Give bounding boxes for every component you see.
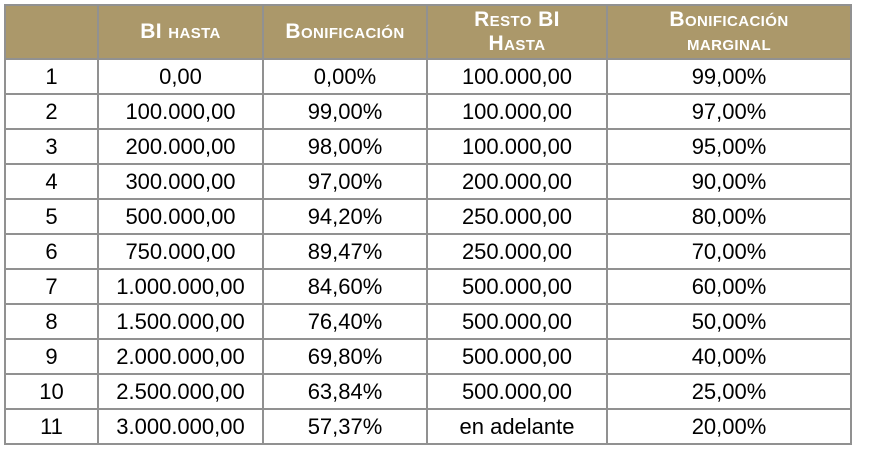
table-cell-resto_bi_hasta: 500.000,00 [426, 303, 608, 340]
table-row: 2 100.000,00 99,00% 100.000,00 97,00% [4, 93, 852, 130]
table-cell-resto_bi_hasta: 100.000,00 [426, 128, 608, 165]
table-cell-index: 7 [4, 268, 99, 305]
header-row: BI hasta Bonificación Resto BI Hasta Bon… [4, 4, 852, 60]
table-row: 6 750.000,00 89,47% 250.000,00 70,00% [4, 233, 852, 270]
table-cell-bi_hasta: 0,00 [97, 58, 264, 95]
table-cell-bi_hasta: 500.000,00 [97, 198, 264, 235]
table-row: 5 500.000,00 94,20% 250.000,00 80,00% [4, 198, 852, 235]
table-cell-index: 11 [4, 408, 99, 445]
table-cell-index: 9 [4, 338, 99, 375]
table-cell-index: 2 [4, 93, 99, 130]
table-cell-bi_hasta: 2.000.000,00 [97, 338, 264, 375]
table-cell-bonificacion: 84,60% [262, 268, 428, 305]
table-cell-bonificacion_marginal: 60,00% [606, 268, 852, 305]
table-cell-index: 3 [4, 128, 99, 165]
table-cell-bonificacion: 0,00% [262, 58, 428, 95]
table-cell-bonificacion: 89,47% [262, 233, 428, 270]
table-row: 3 200.000,00 98,00% 100.000,00 95,00% [4, 128, 852, 165]
table-cell-resto_bi_hasta: en adelante [426, 408, 608, 445]
table-cell-resto_bi_hasta: 200.000,00 [426, 163, 608, 200]
table-cell-index: 5 [4, 198, 99, 235]
table-header: BI hasta Bonificación Resto BI Hasta Bon… [4, 4, 852, 60]
table-row: 10 2.500.000,00 63,84% 500.000,00 25,00% [4, 373, 852, 410]
table-cell-bonificacion: 97,00% [262, 163, 428, 200]
table-row: 4 300.000,00 97,00% 200.000,00 90,00% [4, 163, 852, 200]
table-cell-bonificacion_marginal: 95,00% [606, 128, 852, 165]
table-cell-bonificacion_marginal: 99,00% [606, 58, 852, 95]
table-cell-bi_hasta: 750.000,00 [97, 233, 264, 270]
table-cell-index: 10 [4, 373, 99, 410]
table-cell-bonificacion_marginal: 97,00% [606, 93, 852, 130]
table-cell-bonificacion_marginal: 40,00% [606, 338, 852, 375]
table-cell-bi_hasta: 300.000,00 [97, 163, 264, 200]
table-cell-resto_bi_hasta: 250.000,00 [426, 233, 608, 270]
table-row: 11 3.000.000,00 57,37% en adelante 20,00% [4, 408, 852, 445]
table-cell-index: 1 [4, 58, 99, 95]
table-cell-bonificacion: 98,00% [262, 128, 428, 165]
table-row: 1 0,00 0,00% 100.000,00 99,00% [4, 58, 852, 95]
table-cell-index: 8 [4, 303, 99, 340]
table-cell-bi_hasta: 2.500.000,00 [97, 373, 264, 410]
table-cell-resto_bi_hasta: 250.000,00 [426, 198, 608, 235]
table-cell-bonificacion_marginal: 20,00% [606, 408, 852, 445]
table-cell-bonificacion: 99,00% [262, 93, 428, 130]
header-cell-bonificacion: Bonificación [262, 4, 428, 60]
table-cell-bonificacion: 63,84% [262, 373, 428, 410]
table-cell-bi_hasta: 3.000.000,00 [97, 408, 264, 445]
table-cell-bonificacion: 94,20% [262, 198, 428, 235]
table-cell-bonificacion_marginal: 70,00% [606, 233, 852, 270]
table-cell-bi_hasta: 1.000.000,00 [97, 268, 264, 305]
table-cell-bonificacion_marginal: 25,00% [606, 373, 852, 410]
table-cell-index: 6 [4, 233, 99, 270]
header-cell-resto-bi-hasta: Resto BI Hasta [426, 4, 608, 60]
page-root: BI hasta Bonificación Resto BI Hasta Bon… [4, 4, 852, 445]
table-cell-resto_bi_hasta: 500.000,00 [426, 338, 608, 375]
header-cell-bonificacion-marginal: Bonificación marginal [606, 4, 852, 60]
table-cell-index: 4 [4, 163, 99, 200]
table-cell-bonificacion: 69,80% [262, 338, 428, 375]
table-cell-resto_bi_hasta: 500.000,00 [426, 268, 608, 305]
table-cell-resto_bi_hasta: 500.000,00 [426, 373, 608, 410]
table-row: 7 1.000.000,00 84,60% 500.000,00 60,00% [4, 268, 852, 305]
table-cell-bonificacion: 76,40% [262, 303, 428, 340]
header-cell-index [4, 4, 99, 60]
table-cell-resto_bi_hasta: 100.000,00 [426, 93, 608, 130]
table-cell-bonificacion_marginal: 50,00% [606, 303, 852, 340]
table-body: 1 0,00 0,00% 100.000,00 99,00% 2 100.000,00 99,… [4, 58, 852, 445]
header-cell-bi-hasta: BI hasta [97, 4, 264, 60]
table-cell-resto_bi_hasta: 100.000,00 [426, 58, 608, 95]
table-cell-bonificacion_marginal: 80,00% [606, 198, 852, 235]
table-row: 9 2.000.000,00 69,80% 500.000,00 40,00% [4, 338, 852, 375]
table-cell-bonificacion: 57,37% [262, 408, 428, 445]
table-cell-bi_hasta: 200.000,00 [97, 128, 264, 165]
table-cell-bi_hasta: 100.000,00 [97, 93, 264, 130]
table-row: 8 1.500.000,00 76,40% 500.000,00 50,00% [4, 303, 852, 340]
table-cell-bi_hasta: 1.500.000,00 [97, 303, 264, 340]
bonificacion-table: BI hasta Bonificación Resto BI Hasta Bon… [4, 4, 852, 445]
table-cell-bonificacion_marginal: 90,00% [606, 163, 852, 200]
